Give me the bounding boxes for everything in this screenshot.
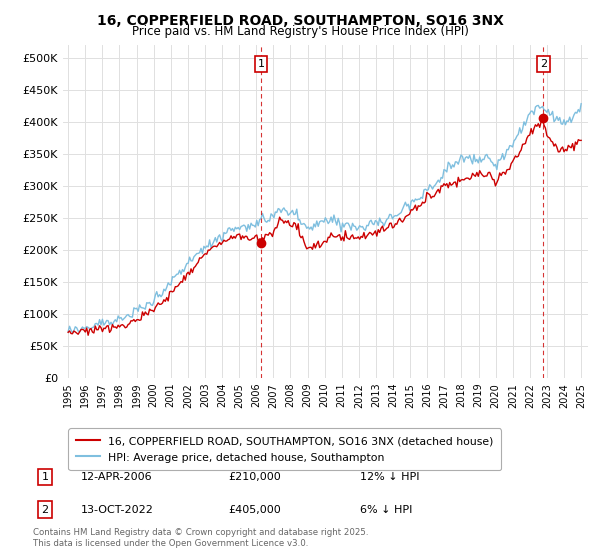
Text: 6% ↓ HPI: 6% ↓ HPI (360, 505, 412, 515)
Text: Contains HM Land Registry data © Crown copyright and database right 2025.
This d: Contains HM Land Registry data © Crown c… (33, 528, 368, 548)
Text: 2: 2 (41, 505, 49, 515)
Text: 13-OCT-2022: 13-OCT-2022 (81, 505, 154, 515)
Text: 16, COPPERFIELD ROAD, SOUTHAMPTON, SO16 3NX: 16, COPPERFIELD ROAD, SOUTHAMPTON, SO16 … (97, 14, 503, 28)
Legend: 16, COPPERFIELD ROAD, SOUTHAMPTON, SO16 3NX (detached house), HPI: Average price: 16, COPPERFIELD ROAD, SOUTHAMPTON, SO16 … (68, 428, 502, 470)
Text: 12% ↓ HPI: 12% ↓ HPI (360, 472, 419, 482)
Text: 2: 2 (540, 59, 547, 69)
Text: Price paid vs. HM Land Registry's House Price Index (HPI): Price paid vs. HM Land Registry's House … (131, 25, 469, 38)
Text: 12-APR-2006: 12-APR-2006 (81, 472, 152, 482)
Text: £405,000: £405,000 (228, 505, 281, 515)
Text: £210,000: £210,000 (228, 472, 281, 482)
Text: 1: 1 (257, 59, 265, 69)
Text: 1: 1 (41, 472, 49, 482)
